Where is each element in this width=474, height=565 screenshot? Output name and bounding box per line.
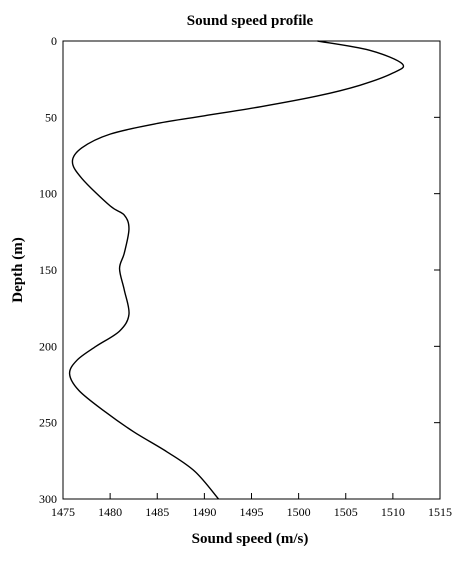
y-tick-label: 50 [45, 110, 57, 124]
x-tick-label: 1515 [428, 505, 452, 519]
y-axis-label: Depth (m) [10, 237, 26, 302]
x-tick-label: 1505 [334, 505, 358, 519]
y-axis-ticks: 0 50 100 150 200 250 300 [39, 34, 440, 506]
x-tick-label: 1475 [51, 505, 75, 519]
x-tick-label: 1510 [381, 505, 405, 519]
y-tick-label: 250 [39, 416, 57, 430]
y-tick-label: 100 [39, 187, 57, 201]
x-axis-label: Sound speed (m/s) [192, 531, 309, 547]
chart-title: Sound speed profile [187, 13, 314, 29]
x-tick-label: 1490 [192, 505, 216, 519]
x-tick-label: 1480 [98, 505, 122, 519]
x-tick-label: 1500 [287, 505, 311, 519]
x-axis-ticks: 1475 1480 1485 1490 1495 1500 1505 1510 1515 [51, 493, 452, 519]
x-tick-label: 1495 [240, 505, 264, 519]
y-tick-label: 200 [39, 339, 57, 353]
y-tick-label: 150 [39, 263, 57, 277]
y-tick-label: 0 [51, 34, 57, 48]
x-tick-label: 1485 [145, 505, 169, 519]
y-tick-label: 300 [39, 492, 57, 506]
sound-speed-profile-line [68, 40, 405, 500]
